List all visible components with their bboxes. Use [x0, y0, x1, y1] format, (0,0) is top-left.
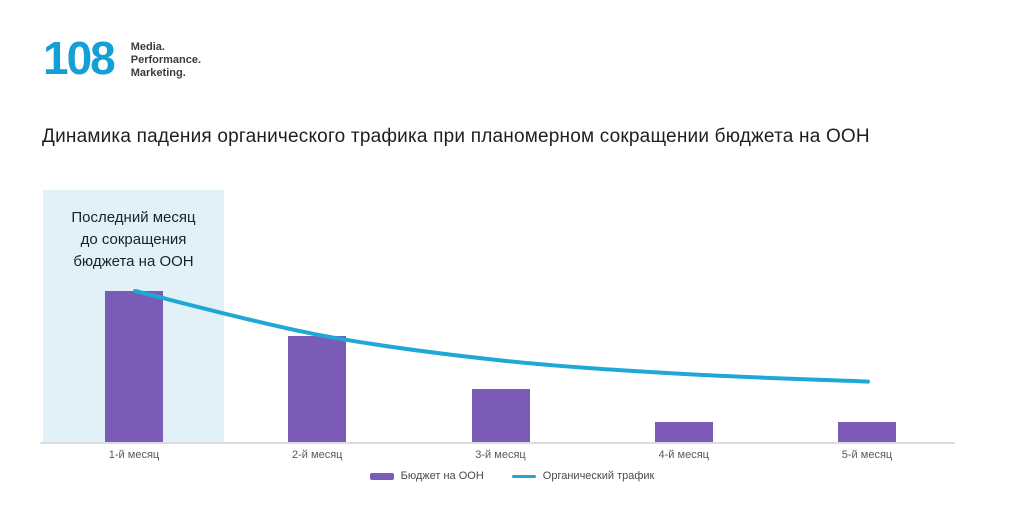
brand-tagline-line: Media. [130, 41, 165, 53]
highlight-annotation-line: бюджета на ООН [73, 253, 194, 270]
x-axis-label: 1-й месяц [108, 449, 160, 461]
x-axis-label: 5-й месяц [841, 449, 893, 461]
budget-bar [654, 422, 713, 442]
brand: 108 Media. Performance. Marketing. [43, 32, 201, 84]
page-title: Динамика падения органического трафика п… [42, 126, 870, 147]
x-axis-label: 2-й месяц [292, 449, 343, 461]
legend-item-organic: Органический трафик [511, 470, 655, 482]
brand-tagline-line: Performance. [130, 54, 202, 66]
bar-swatch-icon [369, 472, 394, 480]
budget-bar [105, 291, 163, 442]
legend-label: Органический трафик [542, 470, 655, 482]
brand-tagline-line: Marketing. [130, 67, 186, 79]
chart-legend: Бюджет на ООН Органический трафик [0, 470, 1024, 482]
legend-item-budget: Бюджет на ООН [369, 470, 484, 482]
budget-bar [838, 422, 896, 442]
legend-label: Бюджет на ООН [400, 470, 484, 482]
x-axis-label: 3-й месяц [475, 449, 526, 461]
highlight-annotation-line: до сокращения [80, 231, 187, 248]
line-swatch-icon [511, 474, 536, 478]
x-axis-line [40, 442, 955, 444]
brand-logo: 108 [43, 32, 116, 84]
highlight-annotation-line: Последний месяц [71, 209, 196, 226]
brand-tagline: Media. Performance. Marketing. [131, 41, 201, 80]
highlight-annotation: Последний месяц до сокращения бюджета на… [43, 190, 224, 273]
x-axis-label: 4-й месяц [658, 449, 709, 461]
budget-bar [471, 389, 530, 442]
budget-bar [288, 336, 347, 442]
